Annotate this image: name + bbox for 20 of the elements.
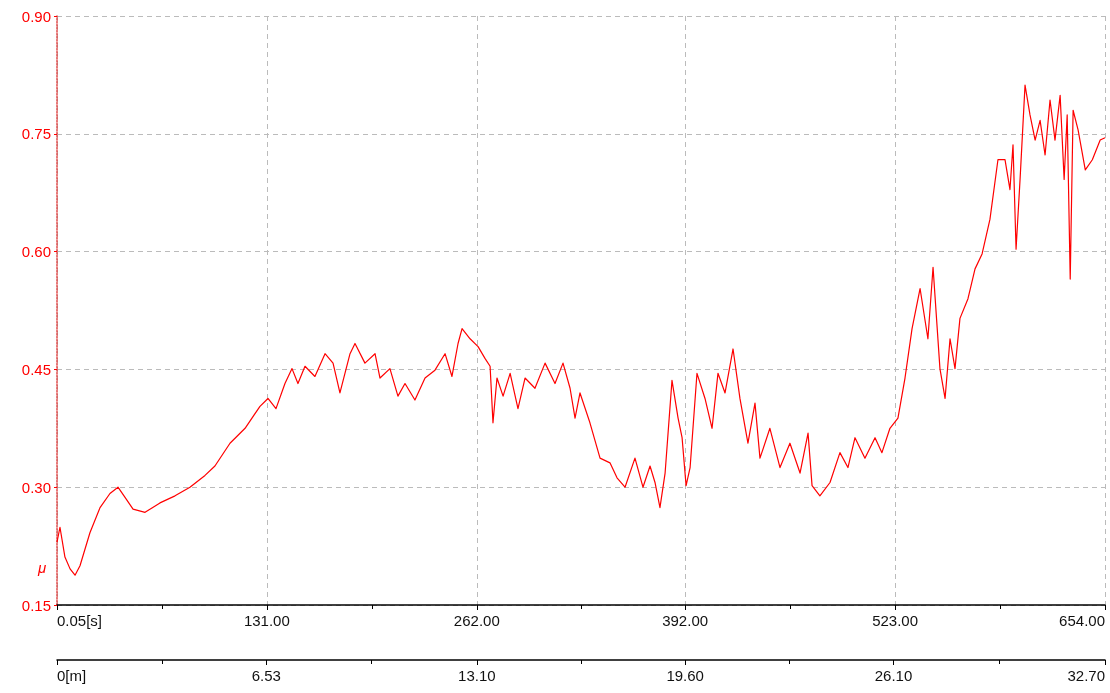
x2-tick-label: 26.10 [874, 667, 913, 684]
x-tick-label: 131.00 [243, 612, 290, 629]
x2-tick-label: 0[m] [57, 667, 87, 684]
x-tick-label: 262.00 [453, 612, 500, 629]
x-tick-label: 392.00 [662, 612, 709, 629]
x2-tick-label: 13.10 [458, 667, 496, 684]
line-series [56, 84, 1106, 576]
x2-tick-label: 19.60 [666, 667, 704, 684]
y-tick-label: 0.90 [21, 7, 51, 25]
y-axis-title: μ [37, 559, 47, 576]
x2-tick-label: 6.53 [251, 667, 281, 684]
y-tick-label: 0.15 [21, 596, 51, 614]
x-tick-label: 523.00 [872, 612, 919, 629]
y-tick-label: 0.45 [21, 360, 51, 378]
x-tick-label: 654.00 [1059, 612, 1105, 629]
x-tick-label: 0.05[s] [57, 612, 103, 629]
x2-tick-label: 32.70 [1067, 667, 1105, 684]
y-tick-label: 0.60 [21, 243, 51, 261]
y-tick-label: 0.75 [21, 125, 51, 143]
y-tick-label: 0.30 [21, 478, 51, 496]
